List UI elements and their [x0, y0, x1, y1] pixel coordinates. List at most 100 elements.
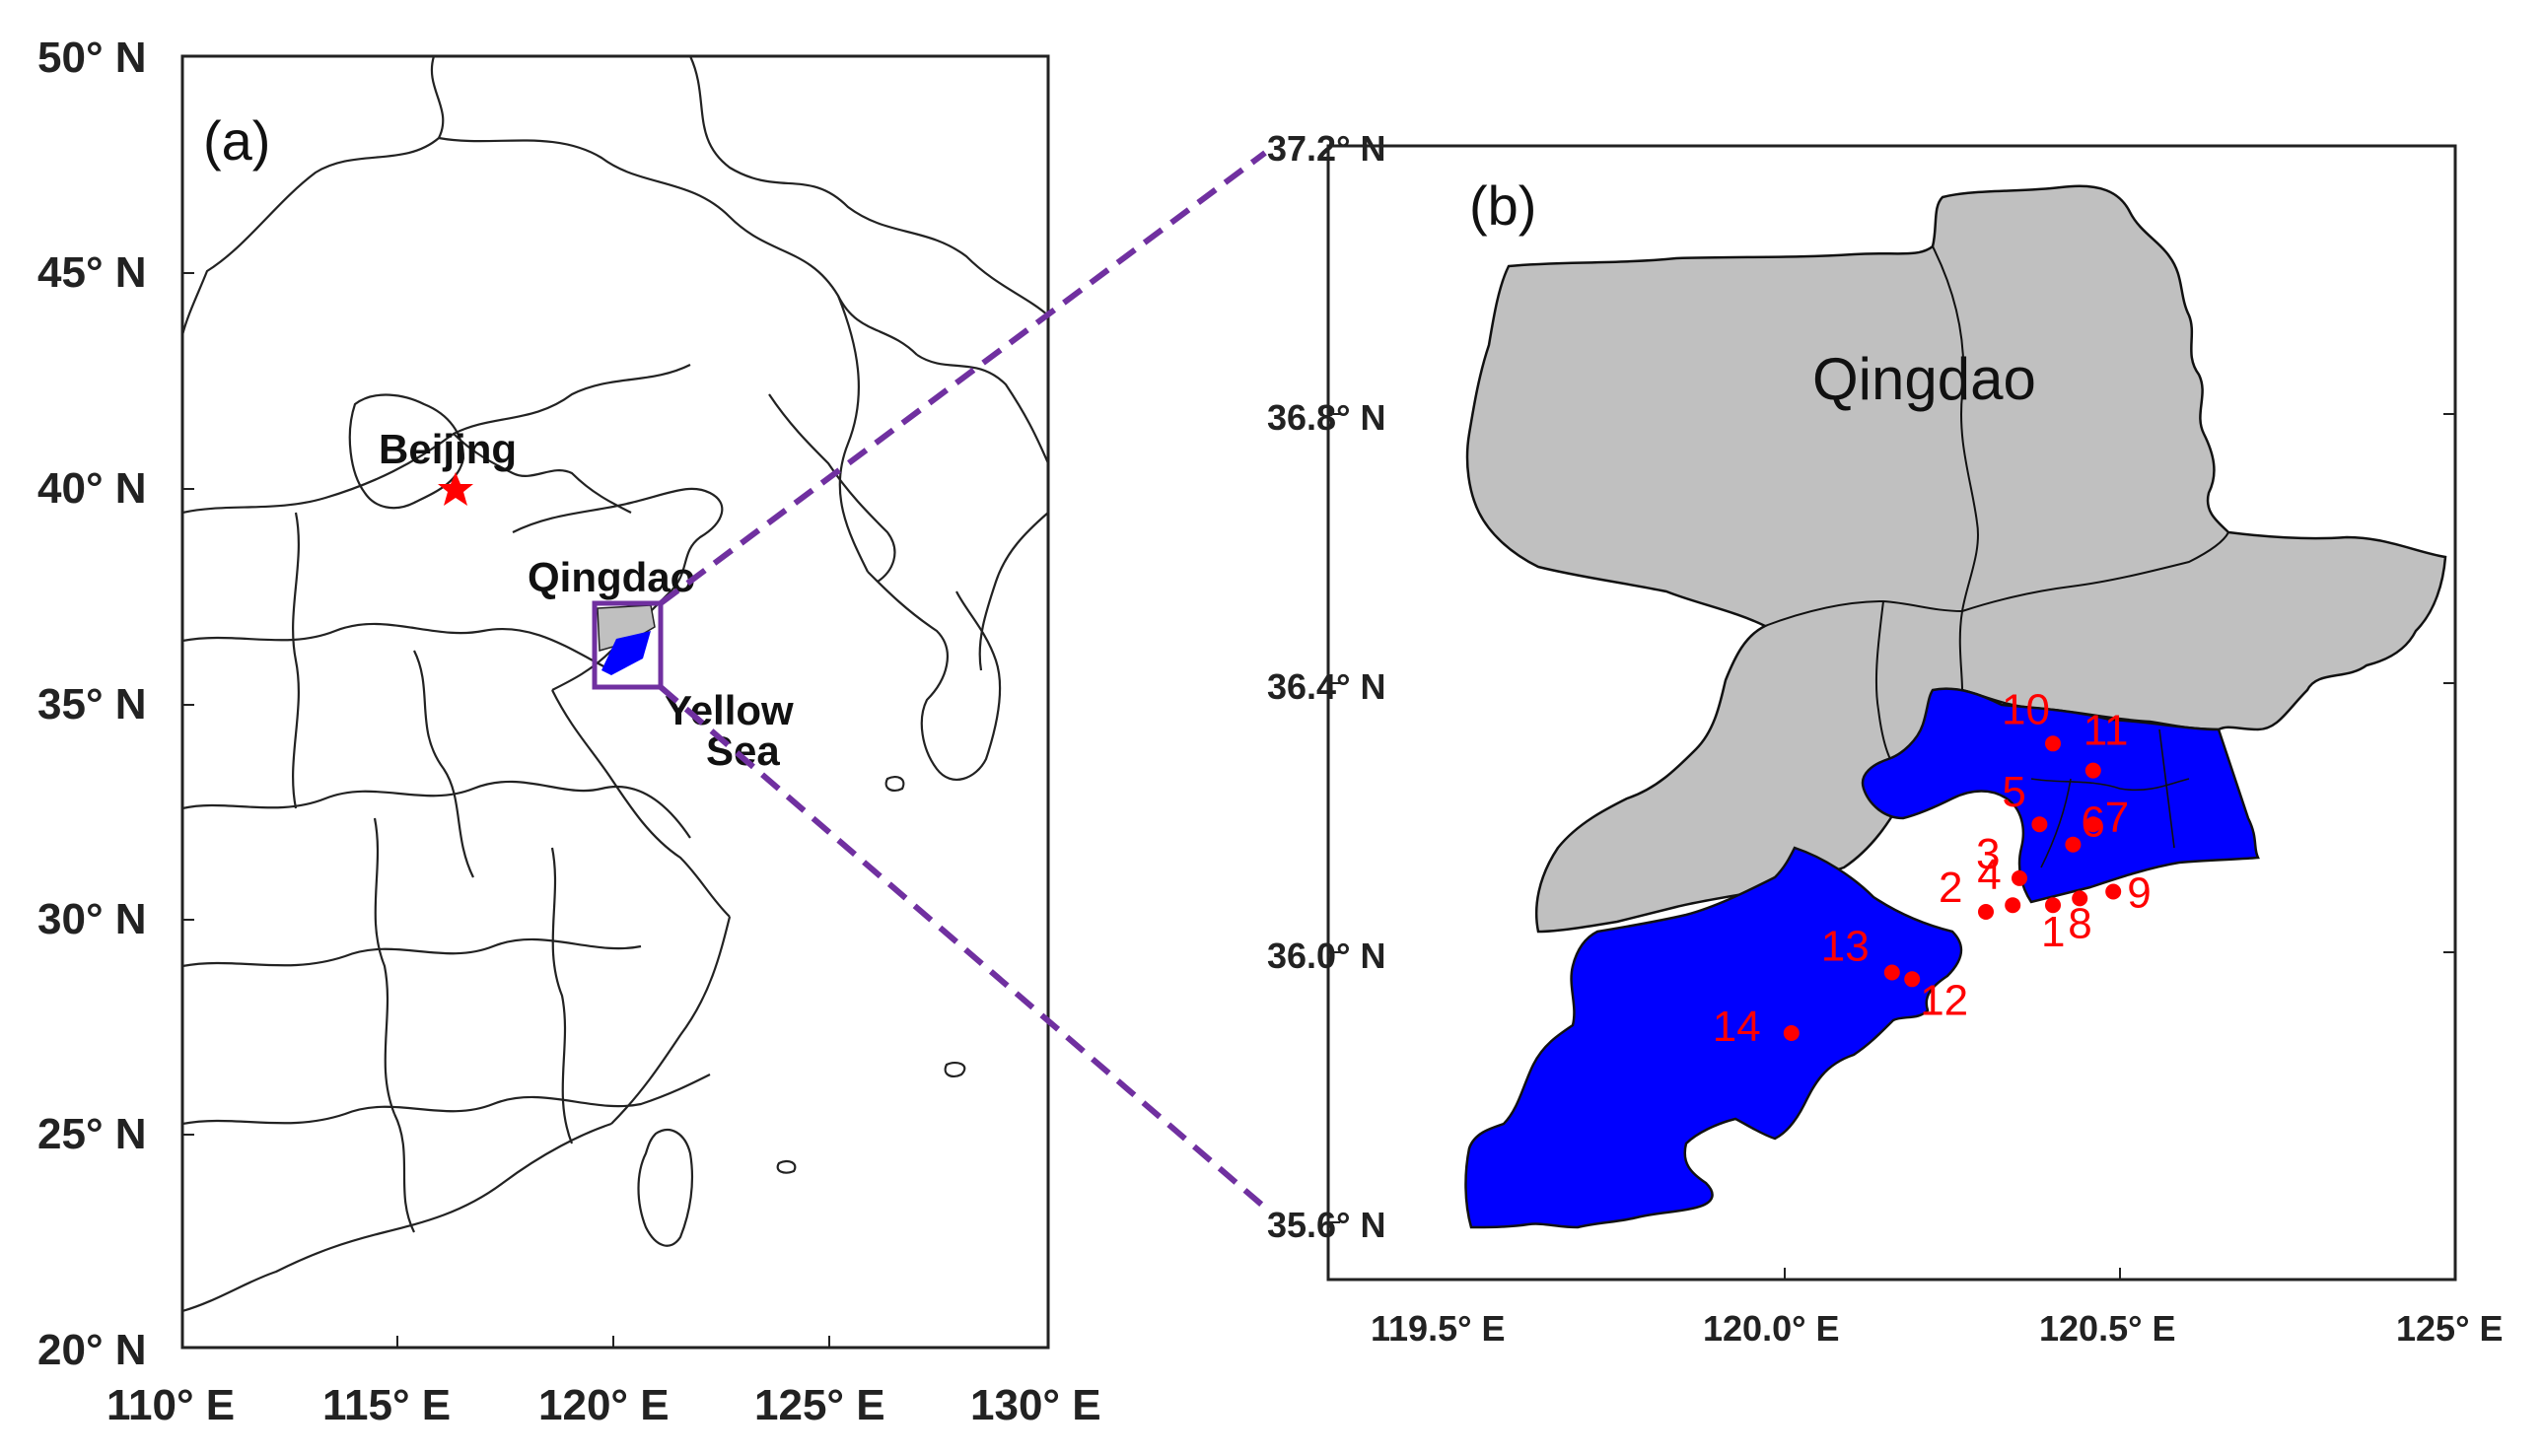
panel-b-x-ticks: 119.5° E 120.0° E 120.5° E 125° E	[1371, 1308, 2503, 1349]
panel-a-label: (a)	[203, 109, 270, 172]
station-label: 12	[1920, 976, 1968, 1024]
y-tick-label: 50° N	[37, 34, 147, 82]
station-label: 13	[1821, 923, 1870, 971]
panel-a: (a) Beijing Qingdao Yellow Sea 50° N 45°…	[37, 34, 1101, 1429]
station-label: 10	[2002, 685, 2050, 733]
y-tick-label: 35.6° N	[1267, 1205, 1385, 1245]
y-tick-label: 35° N	[37, 680, 147, 728]
y-tick-label: 36.8° N	[1267, 397, 1385, 438]
qingdao-label-b: Qingdao	[1812, 346, 2036, 412]
border-line	[393, 1113, 415, 1233]
island-outline	[884, 775, 905, 793]
red-dot-icon	[2031, 816, 2048, 833]
qingdao-label-a: Qingdao	[528, 554, 695, 600]
island-outline	[944, 1061, 966, 1078]
panel-a-y-ticks: 50° N 45° N 40° N 35° N 30° N 25° N 20° …	[37, 34, 147, 1374]
qingdao-blue-region-north	[1861, 687, 2260, 904]
x-tick-label: 130° E	[970, 1381, 1101, 1429]
red-dot-icon	[2012, 869, 2027, 886]
district-border	[2158, 728, 2175, 849]
border-line	[182, 780, 691, 839]
y-tick-label: 37.2° N	[1267, 128, 1385, 169]
border-line	[610, 916, 732, 1125]
qingdao-selection-box	[592, 600, 664, 690]
station-label: 2	[1939, 864, 1962, 912]
border-line	[867, 571, 1002, 781]
red-dot-icon	[2072, 890, 2088, 907]
station-label: 9	[2127, 869, 2151, 918]
x-tick-label: 120° E	[538, 1381, 670, 1429]
border-line	[182, 1122, 612, 1313]
station-label: 7	[2105, 794, 2129, 842]
y-tick-label: 30° N	[37, 895, 147, 943]
panel-a-frame	[180, 54, 1050, 1350]
station-label: 8	[2068, 899, 2091, 947]
station-label: 5	[2002, 768, 2025, 816]
panel-b-tick-marks	[1328, 413, 2455, 1280]
border-line	[453, 433, 632, 514]
beijing-label: Beijing	[379, 426, 517, 472]
district-border	[1932, 245, 1979, 691]
border-line	[836, 295, 869, 573]
district-border	[2040, 778, 2072, 868]
red-dot-icon	[2084, 816, 2101, 833]
station-label: 4	[1977, 851, 2001, 899]
border-line	[550, 847, 574, 1144]
x-tick-label: 125° E	[754, 1381, 885, 1429]
y-tick-label: 25° N	[37, 1110, 147, 1158]
station-label: 11	[2084, 707, 2129, 755]
panel-a-borders	[182, 56, 1048, 1313]
station-label: 3	[1976, 830, 2000, 878]
beijing-marker	[438, 472, 473, 506]
red-dot-icon	[2045, 897, 2061, 914]
red-dot-icon	[1783, 1025, 1800, 1041]
x-tick-label: 110° E	[106, 1381, 235, 1429]
border-line	[182, 622, 612, 671]
border-line	[182, 364, 691, 515]
border-line	[689, 56, 1048, 316]
y-tick-label: 45° N	[37, 248, 147, 297]
border-line	[768, 393, 896, 583]
border-line	[916, 354, 1048, 464]
panel-a-x-ticks: 110° E 115° E 120° E 125° E 130° E	[106, 1381, 1101, 1429]
island-outline	[776, 1159, 797, 1174]
border-line	[413, 650, 474, 878]
panel-b-y-ticks: 37.2° N 36.8° N 36.4° N 36.0° N 35.6° N	[1267, 128, 1385, 1245]
red-dot-icon	[1883, 964, 1900, 981]
red-dot-icon	[2045, 735, 2061, 752]
red-star-icon	[438, 472, 473, 506]
red-dot-icon	[2084, 762, 2101, 779]
border-line	[438, 136, 918, 356]
y-tick-label: 40° N	[37, 464, 147, 513]
station-label: 14	[1713, 1003, 1761, 1051]
qingdao-blue-region-south	[1464, 846, 1963, 1229]
district-border	[2030, 778, 2190, 792]
connector-line-top	[659, 150, 1267, 606]
x-tick-label: 115° E	[322, 1381, 451, 1429]
station-layer: 1234567891011121314	[1713, 685, 2152, 1051]
border-line	[551, 689, 731, 918]
red-dot-icon	[2105, 883, 2122, 900]
red-dot-icon	[1978, 904, 1994, 920]
panel-b: 1234567891011121314 (b) Qingdao 37.2° N …	[1267, 128, 2503, 1349]
y-tick-label: 36.0° N	[1267, 936, 1385, 976]
yellow-label: Yellow	[665, 687, 794, 733]
border-line	[978, 512, 1048, 671]
red-dot-icon	[1904, 971, 1921, 988]
station-label: 1	[2041, 908, 2065, 956]
border-line	[182, 937, 642, 968]
red-dot-icon	[2065, 836, 2082, 853]
y-tick-label: 20° N	[37, 1326, 147, 1374]
border-line	[373, 817, 396, 1115]
border-line	[182, 56, 445, 336]
border-line	[182, 1074, 711, 1126]
x-tick-label: 125° E	[2396, 1308, 2503, 1349]
district-border	[1764, 531, 2229, 627]
panel-b-label: (b)	[1469, 174, 1536, 237]
taiwan-outline	[637, 1129, 694, 1247]
border-line	[292, 512, 300, 809]
red-dot-icon	[2005, 897, 2021, 914]
x-tick-label: 119.5° E	[1371, 1308, 1506, 1349]
x-tick-label: 120.5° E	[2039, 1308, 2176, 1349]
